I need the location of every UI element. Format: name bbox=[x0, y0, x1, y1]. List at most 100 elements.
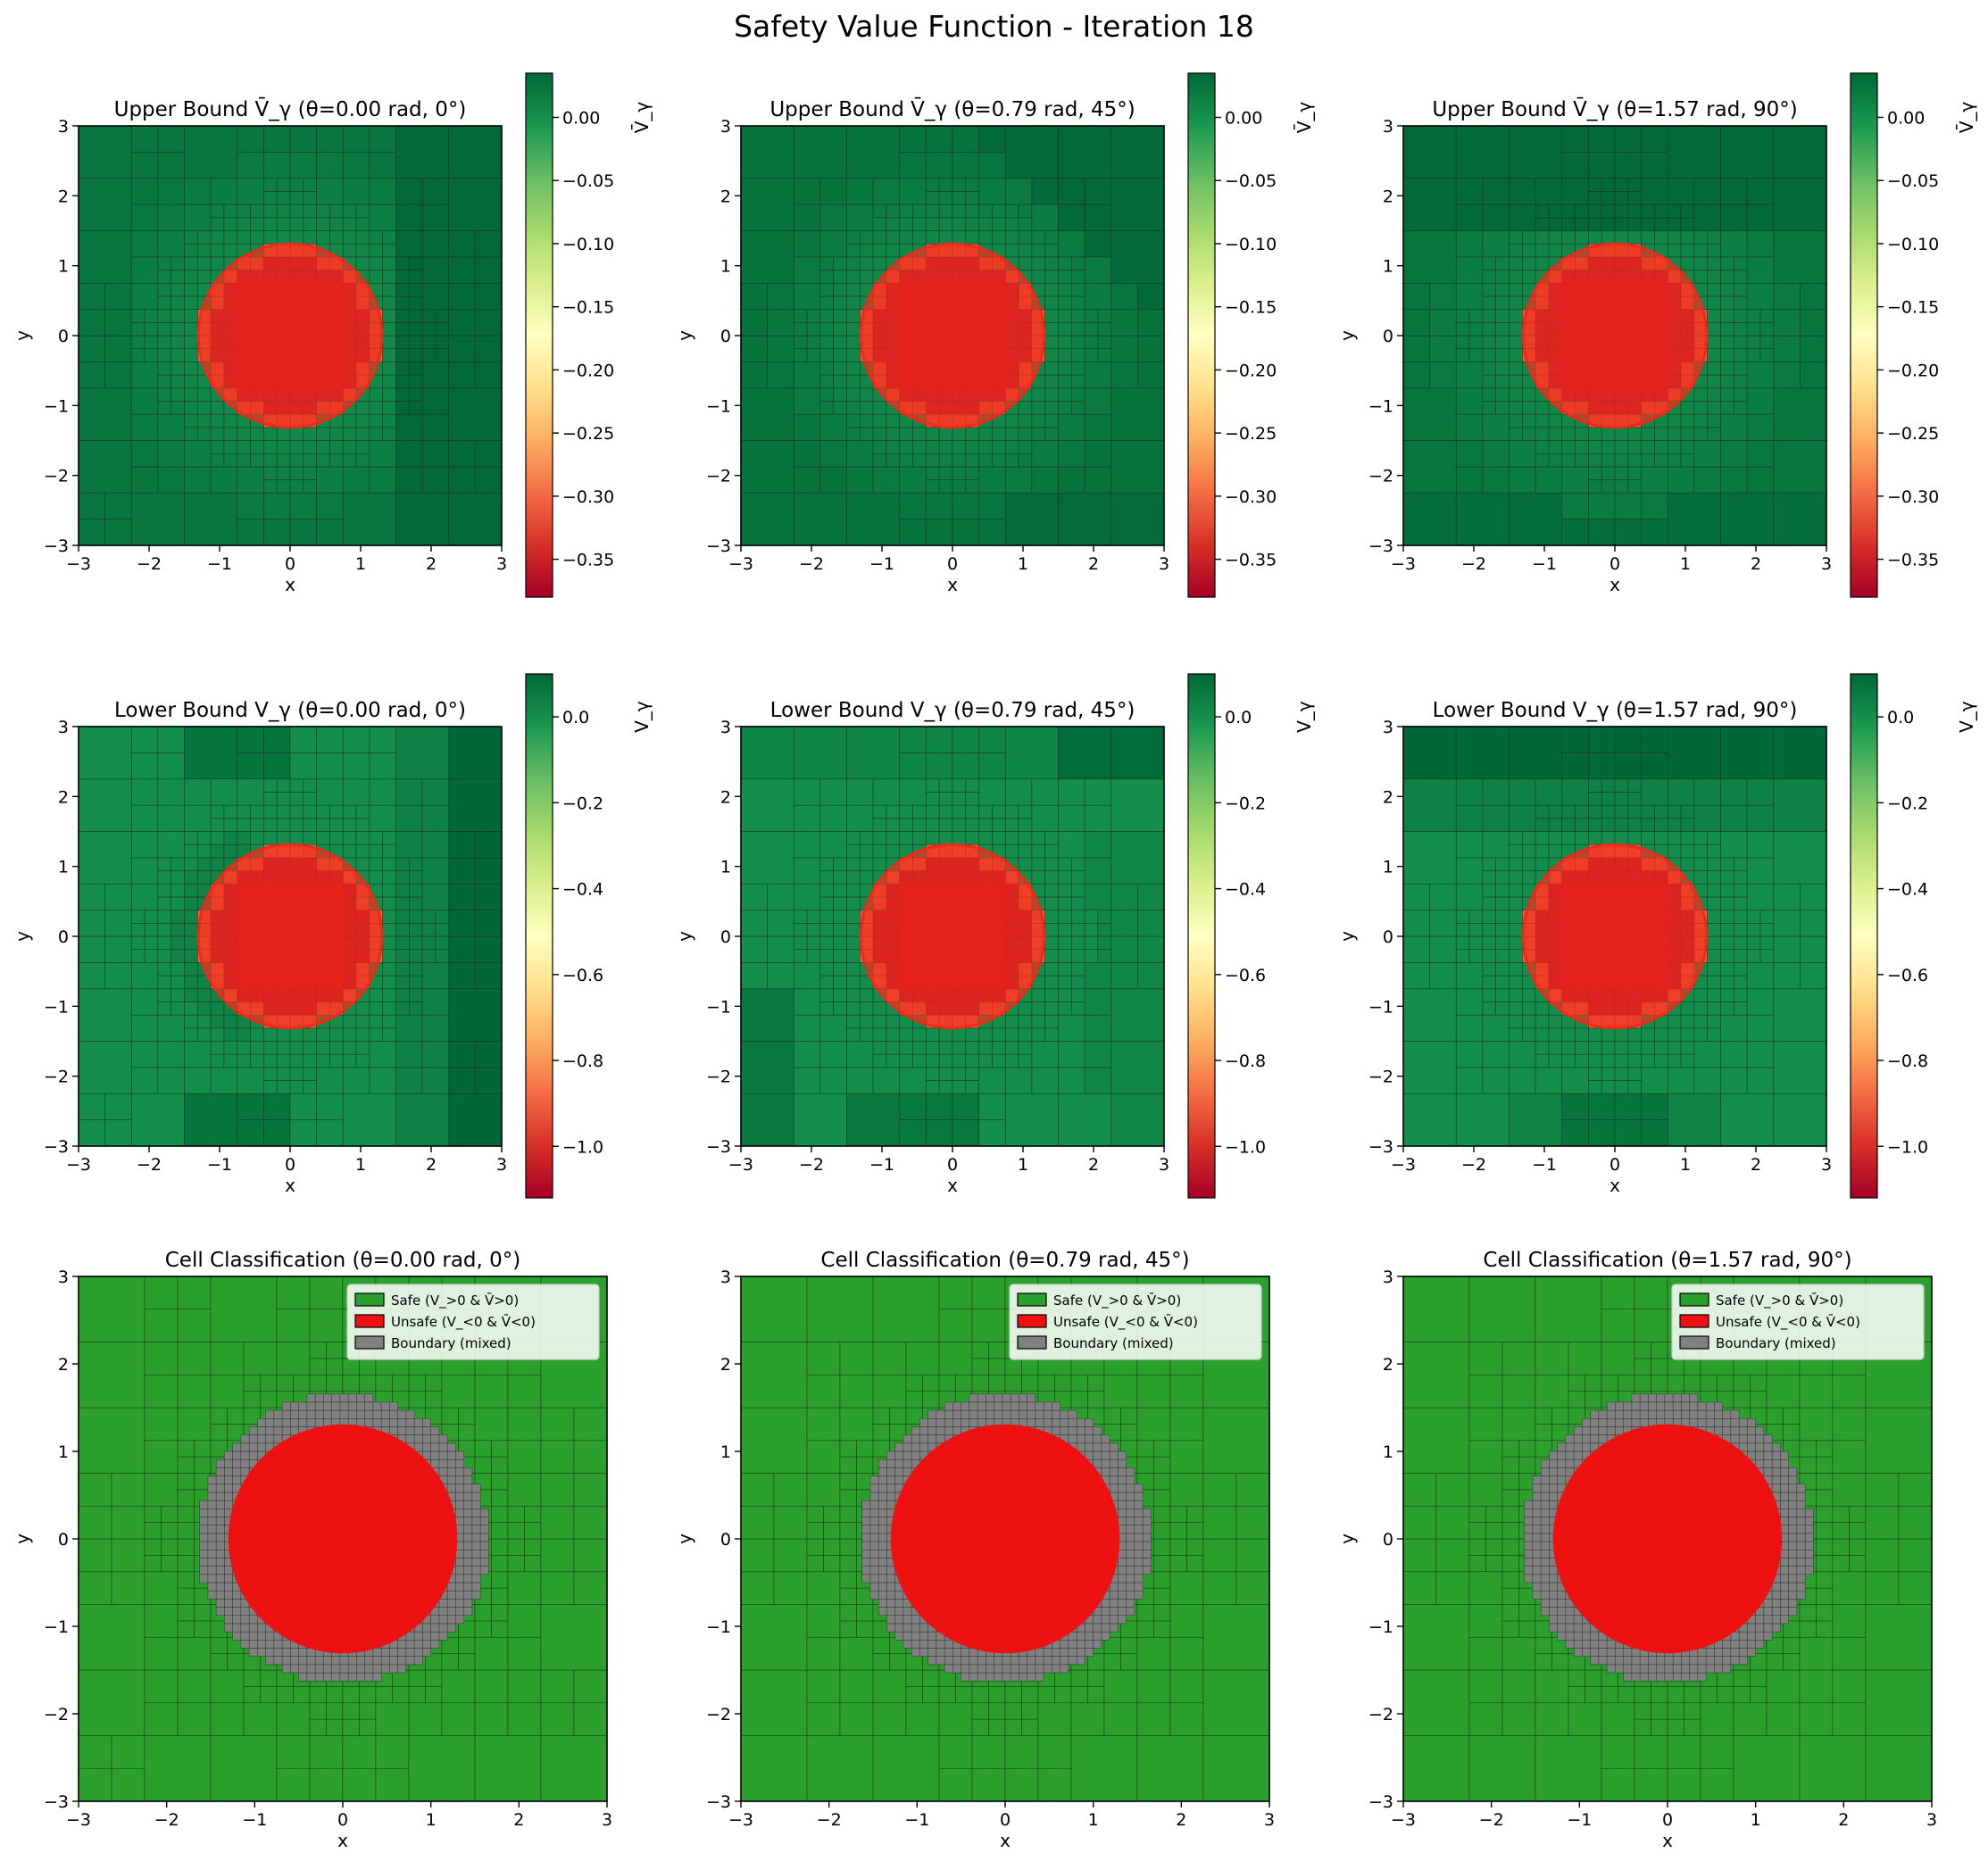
class-cell-boundary bbox=[1109, 1582, 1119, 1592]
class-cell-safe bbox=[243, 1686, 261, 1704]
class-cell-boundary bbox=[207, 1492, 217, 1501]
class-cell-safe bbox=[408, 1686, 426, 1704]
subplot-title: Upper Bound V̄_γ (θ=0.79 rad, 45°) bbox=[769, 96, 1135, 121]
class-cell-boundary bbox=[1109, 1623, 1119, 1633]
class-cell-boundary bbox=[298, 1409, 308, 1419]
class-cell-boundary bbox=[1068, 1418, 1077, 1427]
class-cell-boundary bbox=[894, 1590, 904, 1600]
class-cell-boundary bbox=[1126, 1517, 1135, 1525]
heatmap-cell bbox=[1561, 440, 1576, 454]
x-tick-label: 3 bbox=[496, 554, 507, 574]
heatmap-cell bbox=[1693, 427, 1708, 441]
class-cell-boundary bbox=[463, 1550, 473, 1558]
heatmap-cell bbox=[316, 217, 330, 231]
heatmap-cell bbox=[369, 844, 383, 859]
heatmap-cell bbox=[263, 230, 278, 245]
class-cell-safe bbox=[856, 1604, 874, 1622]
class-cell-boundary bbox=[232, 1623, 242, 1633]
heatmap-cell bbox=[448, 727, 502, 780]
heatmap-cell bbox=[329, 804, 344, 819]
heatmap-cell bbox=[1031, 844, 1045, 859]
class-cell-safe bbox=[823, 1538, 841, 1556]
colorbar-tick-label: −0.20 bbox=[1225, 361, 1277, 380]
heatmap-cell bbox=[819, 466, 847, 494]
class-cell-safe bbox=[227, 1407, 245, 1425]
heatmap-cell bbox=[938, 1053, 953, 1068]
class-cell-boundary bbox=[224, 1574, 233, 1583]
heatmap-cell bbox=[1110, 910, 1138, 937]
heatmap-cell bbox=[342, 778, 370, 806]
class-cell-safe bbox=[342, 1686, 360, 1704]
heatmap-cell bbox=[741, 935, 768, 963]
heatmap-cell bbox=[793, 440, 821, 468]
class-cell-boundary bbox=[248, 1426, 258, 1435]
heatmap-cell bbox=[1667, 804, 1682, 819]
heatmap-cell bbox=[846, 857, 861, 871]
heatmap-cell bbox=[184, 204, 212, 231]
heatmap-cell bbox=[1509, 309, 1523, 323]
heatmap-cell bbox=[1720, 387, 1734, 402]
heatmap-cell bbox=[303, 1027, 317, 1042]
heatmap-cell bbox=[846, 831, 861, 845]
class-cell-boundary bbox=[1010, 1409, 1019, 1419]
heatmap-cell bbox=[1707, 857, 1721, 871]
class-cell-boundary bbox=[927, 1434, 937, 1444]
class-cell-boundary bbox=[281, 1409, 291, 1419]
heatmap-cell bbox=[223, 831, 238, 845]
class-cell-safe bbox=[1087, 1669, 1105, 1687]
heatmap-cell bbox=[1720, 362, 1734, 376]
heatmap-cell bbox=[860, 870, 874, 885]
heatmap-cell bbox=[1601, 1027, 1616, 1042]
class-cell-safe bbox=[938, 1767, 973, 1801]
class-cell-boundary bbox=[936, 1434, 945, 1444]
class-cell-boundary bbox=[356, 1672, 365, 1682]
class-cell-boundary bbox=[969, 1418, 978, 1427]
heatmap-cell bbox=[157, 1001, 171, 1016]
heatmap-cell bbox=[409, 309, 423, 323]
class-cell-boundary bbox=[215, 1582, 225, 1592]
heatmap-cell bbox=[276, 831, 291, 845]
heatmap-cell bbox=[1759, 935, 1775, 950]
heatmap-cell bbox=[475, 935, 502, 963]
heatmap-cell bbox=[1535, 818, 1550, 832]
heatmap-cell bbox=[369, 126, 396, 153]
heatmap-cell bbox=[1759, 348, 1775, 362]
class-cell-safe bbox=[1004, 1358, 1022, 1375]
class-cell-safe bbox=[144, 1636, 179, 1671]
class-cell-safe bbox=[79, 1604, 146, 1671]
class-cell-safe bbox=[773, 1571, 808, 1605]
class-cell-safe bbox=[1070, 1374, 1088, 1392]
class-cell-safe bbox=[507, 1571, 542, 1605]
heatmap-cell bbox=[899, 427, 913, 441]
class-cell-safe bbox=[144, 1735, 212, 1801]
class-cell-boundary bbox=[1010, 1401, 1019, 1411]
class-cell-safe bbox=[839, 1555, 857, 1573]
heatmap-cell bbox=[184, 466, 212, 494]
heatmap-cell bbox=[1084, 1041, 1112, 1068]
heatmap-cell bbox=[184, 256, 198, 270]
class-cell-safe bbox=[144, 1571, 179, 1605]
class-cell-boundary bbox=[389, 1426, 398, 1435]
heatmap-cell bbox=[1707, 427, 1721, 441]
class-cell-safe bbox=[408, 1735, 476, 1801]
heatmap-cell bbox=[1509, 178, 1536, 205]
class-cell-boundary bbox=[372, 1401, 382, 1411]
heatmap-cell bbox=[793, 778, 821, 806]
heatmap-cell bbox=[1137, 335, 1164, 362]
heatmap-cell bbox=[1495, 935, 1510, 950]
heatmap-cell bbox=[382, 935, 396, 950]
heatmap-cell bbox=[1031, 1014, 1045, 1029]
class-cell-boundary bbox=[471, 1550, 481, 1558]
heatmap-cell bbox=[171, 256, 185, 270]
class-cell-boundary bbox=[886, 1590, 895, 1600]
heatmap-cell bbox=[1588, 230, 1602, 245]
heatmap-cell bbox=[1746, 387, 1775, 415]
colorbar-tick-label: −0.10 bbox=[1887, 235, 1939, 254]
heatmap-cell bbox=[1667, 1041, 1682, 1055]
class-cell-safe bbox=[177, 1505, 195, 1523]
class-cell-boundary bbox=[207, 1475, 217, 1484]
heatmap-cell bbox=[435, 348, 450, 362]
heatmap-cell bbox=[819, 935, 834, 950]
heatmap-cell bbox=[289, 1119, 317, 1146]
class-cell-safe bbox=[326, 1702, 344, 1720]
